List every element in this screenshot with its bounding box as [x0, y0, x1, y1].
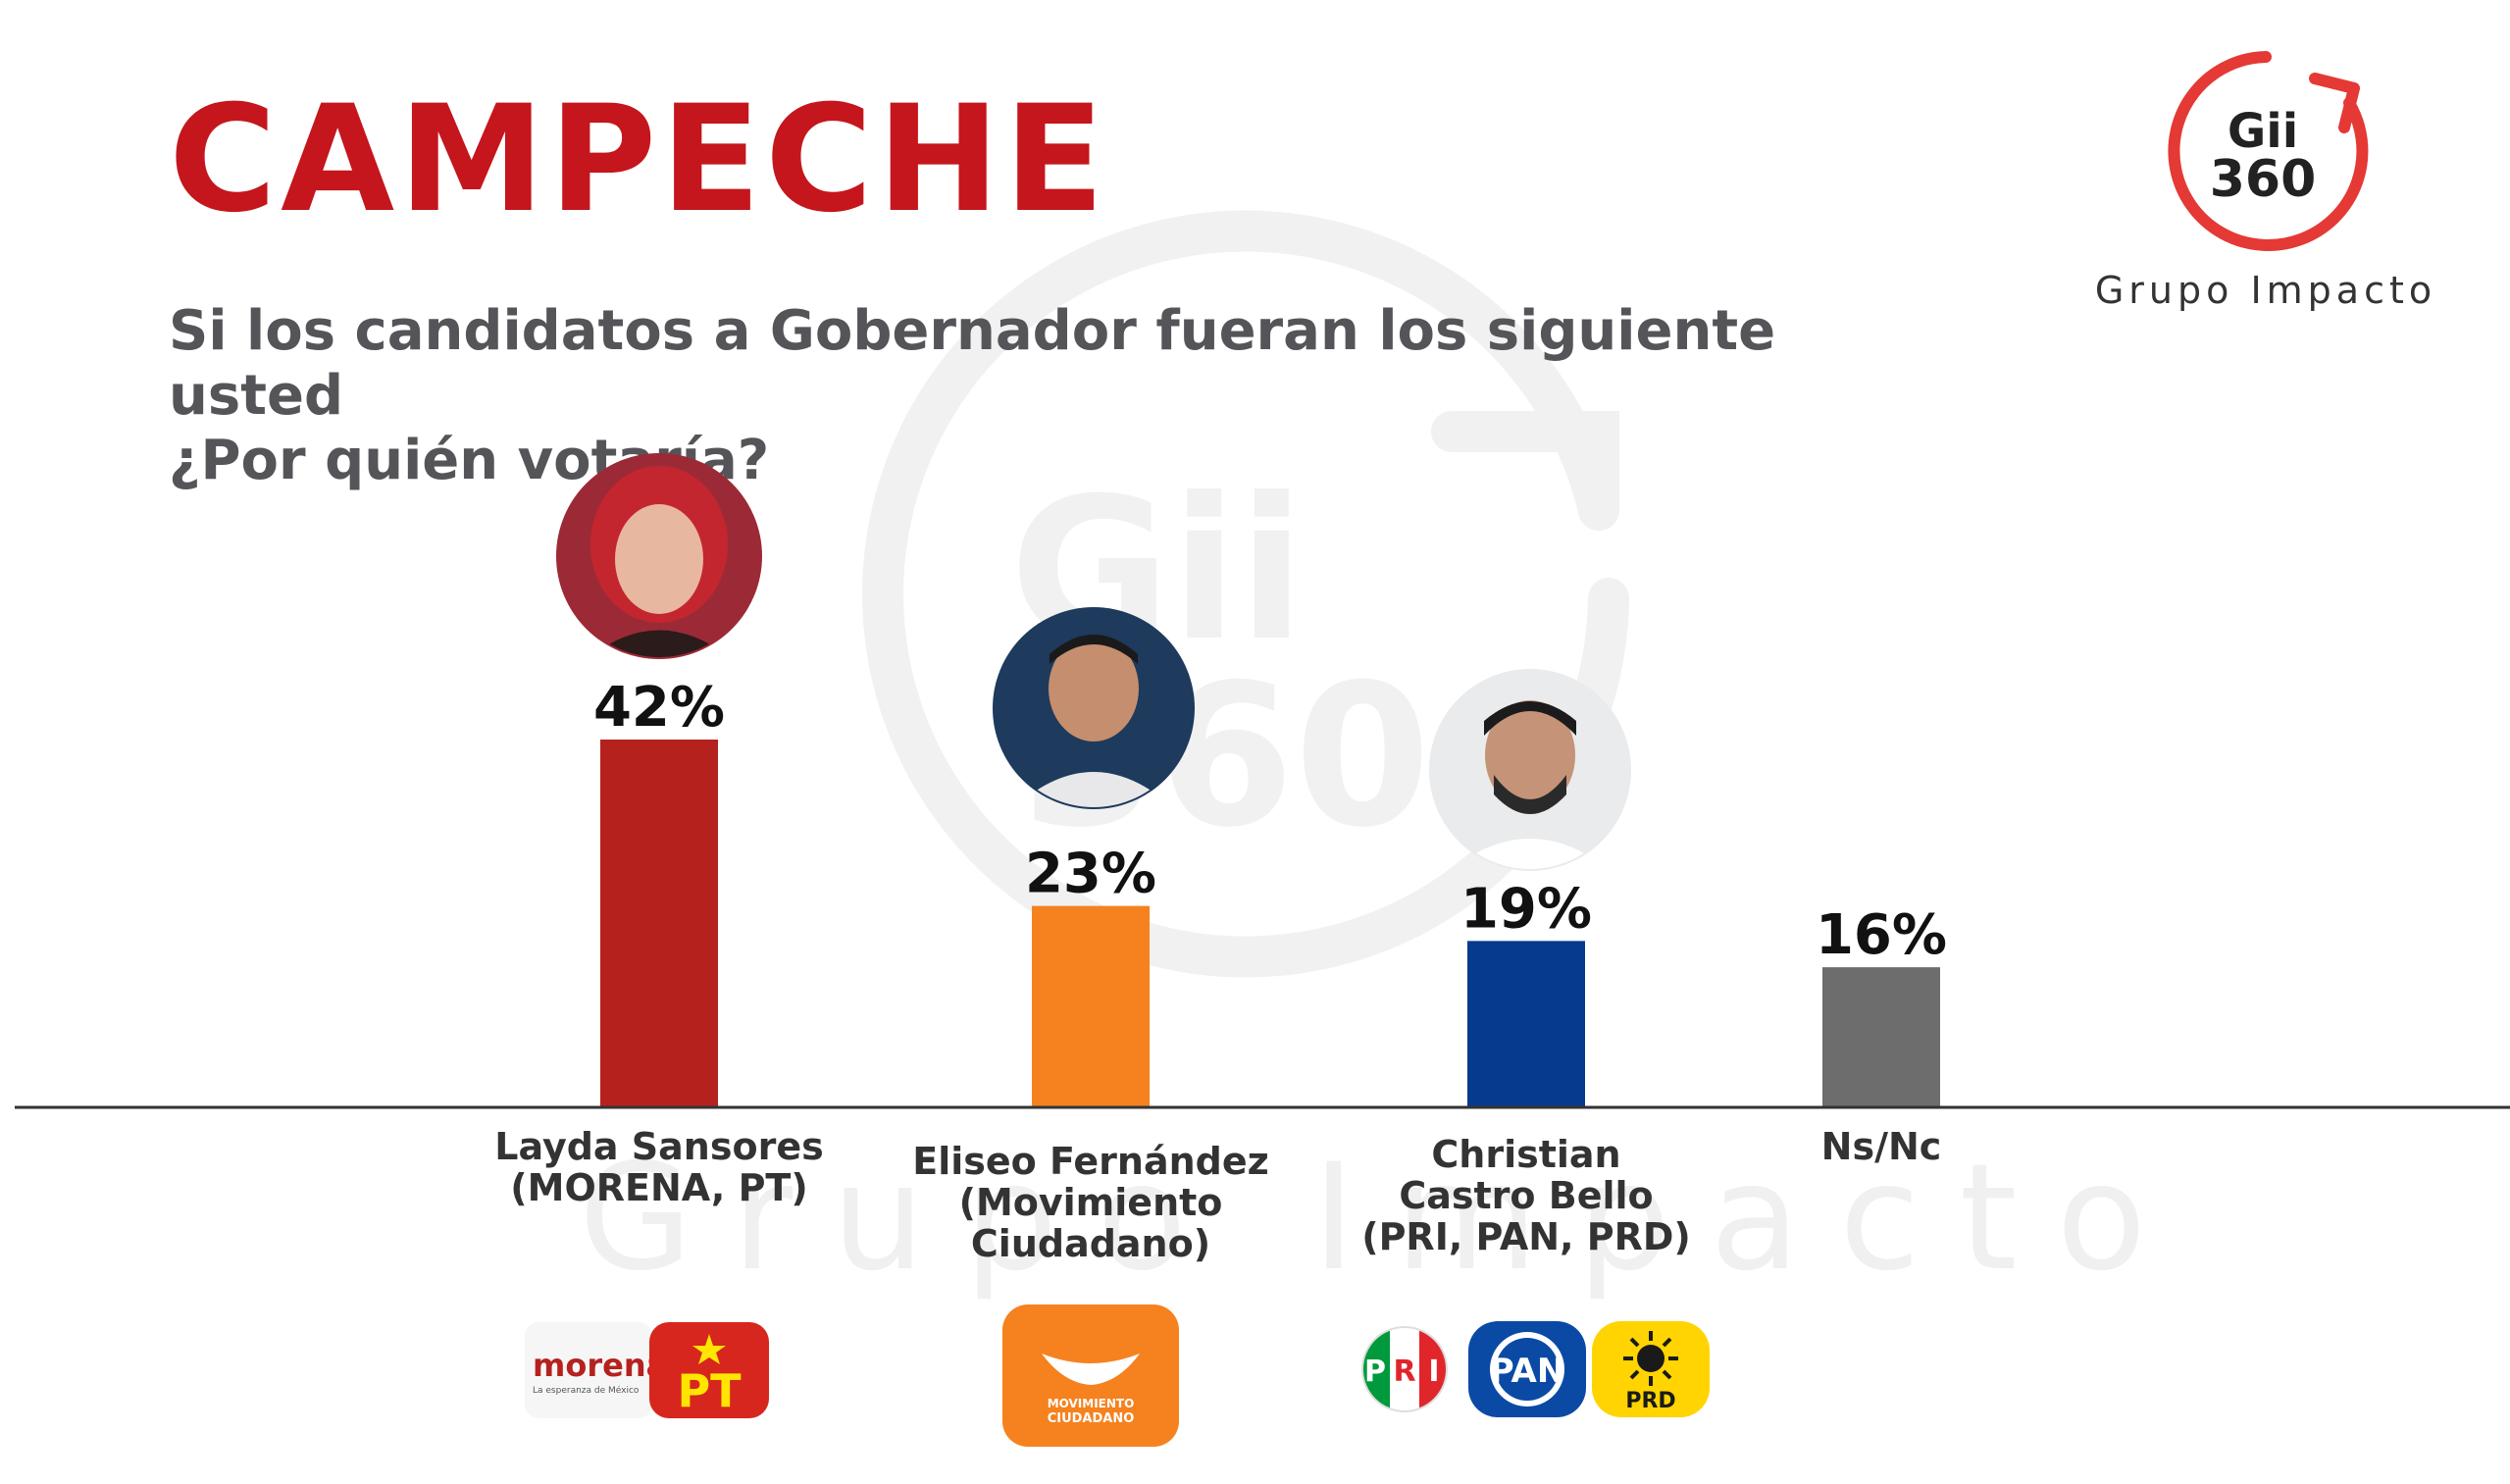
- pt-logo: PT: [649, 1322, 769, 1418]
- value-label-1: 42%: [593, 676, 725, 740]
- mc-name-line2: CIUDADANO: [1048, 1411, 1135, 1426]
- bar-3: [1467, 941, 1585, 1107]
- bar-1: [600, 740, 718, 1107]
- pan-name: PAN: [1490, 1352, 1565, 1391]
- label-line: (MORENA, PT): [510, 1166, 808, 1209]
- mc-name-line1: MOVIMIENTO: [1048, 1397, 1135, 1410]
- prd-name: PRD: [1625, 1389, 1675, 1413]
- morena-tagline: La esperanza de México: [533, 1385, 640, 1396]
- movimiento-ciudadano-logo: MOVIMIENTO CIUDADANO: [1002, 1305, 1179, 1447]
- gii360-logo: Gii 360 Grupo Impacto: [2079, 49, 2452, 314]
- pt-name: PT: [677, 1364, 742, 1417]
- label-line: (Movimiento: [958, 1181, 1223, 1224]
- category-label-eliseo: Eliseo Fernández (Movimiento Ciudadano): [885, 1141, 1297, 1264]
- bar-4: [1822, 967, 1940, 1107]
- watermark-text: Grupo Impacto: [579, 1133, 2186, 1304]
- morena-name: morena: [533, 1347, 652, 1384]
- label-line: Eliseo Fernández: [912, 1140, 1269, 1183]
- bar-2: [1032, 905, 1150, 1107]
- pri-letter-i: I: [1428, 1355, 1439, 1389]
- candidate-photo-christian: [1429, 669, 1631, 871]
- label-line: Ns/Nc: [1820, 1125, 1942, 1168]
- label-line: Castro Bello: [1399, 1174, 1654, 1217]
- prd-logo: PRD: [1592, 1321, 1710, 1417]
- page-title: CAMPECHE: [169, 75, 1108, 245]
- label-line: Layda Sansores: [494, 1125, 824, 1168]
- value-label-3: 19%: [1460, 877, 1592, 941]
- category-label-nsnc: Ns/Nc: [1675, 1126, 2087, 1167]
- logo-360: 360: [2210, 150, 2317, 209]
- category-label-christian: Christian Castro Bello (PRI, PAN, PRD): [1320, 1134, 1732, 1257]
- label-line: Ciudadano): [970, 1222, 1211, 1265]
- question-line-1: Si los candidatos a Gobernador fueran lo…: [169, 299, 1776, 428]
- pri-logo: P R I: [1361, 1326, 1448, 1412]
- label-line: (PRI, PAN, PRD): [1361, 1215, 1691, 1258]
- category-label-layda: Layda Sansores (MORENA, PT): [453, 1126, 865, 1208]
- logo-caption: Grupo Impacto: [2094, 269, 2437, 312]
- morena-logo: morena La esperanza de México: [525, 1322, 652, 1418]
- value-label-2: 23%: [1025, 843, 1156, 906]
- candidate-photo-eliseo: [993, 607, 1195, 809]
- pan-logo: PAN: [1468, 1321, 1586, 1417]
- value-label-4: 16%: [1816, 903, 1947, 967]
- candidate-photo-layda: [556, 453, 762, 659]
- label-line: Christian: [1431, 1133, 1621, 1176]
- logo-gii: Gii: [2228, 104, 2298, 159]
- pri-letter-p: P: [1364, 1355, 1386, 1389]
- pri-letter-r: R: [1393, 1355, 1415, 1389]
